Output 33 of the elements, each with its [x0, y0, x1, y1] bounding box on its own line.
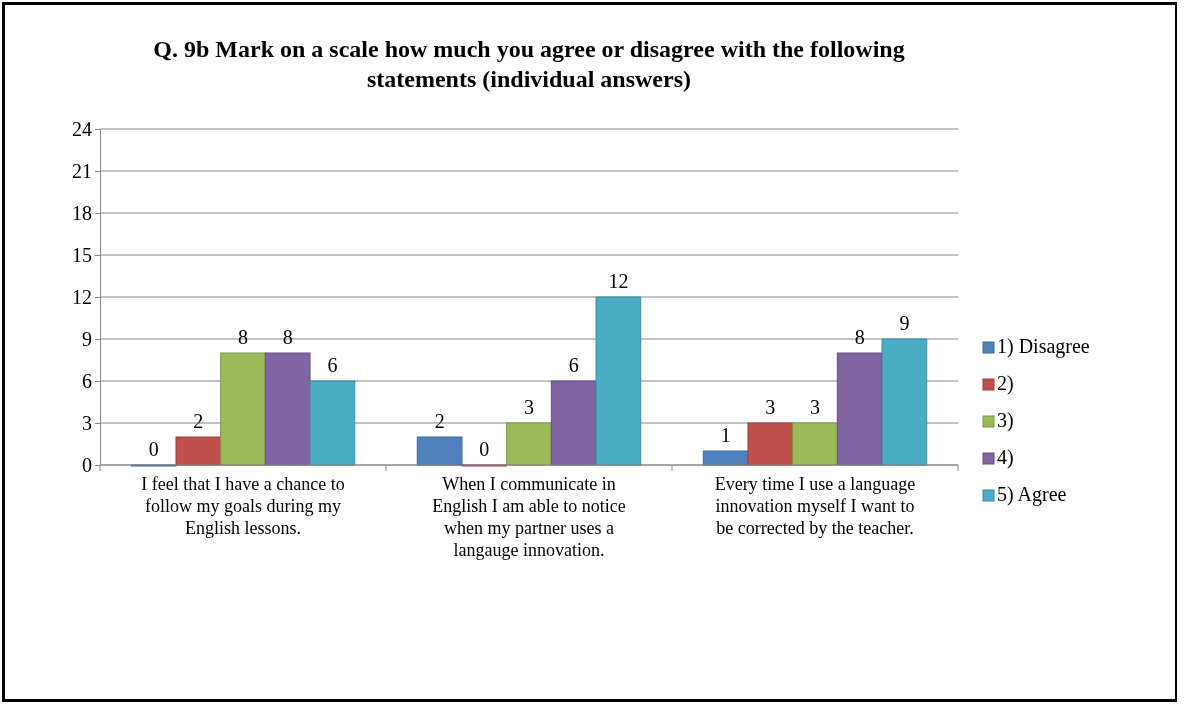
y-tick-label: 6 — [82, 369, 92, 392]
x-tick-label: Every time I use a language innovation myself I want to be corrected by the teacher. — [714, 474, 916, 538]
chart-title: Q. 9b Mark on a scale how much you agree or disagree with the following statements (individual answers) — [153, 36, 905, 92]
legend-label: 1) Disagree — [997, 335, 1090, 358]
y-tick-label: 18 — [72, 201, 92, 224]
y-tick-label: 9 — [82, 327, 92, 350]
data-label: 6 — [568, 354, 579, 376]
data-label: 8 — [854, 326, 865, 348]
data-label: 8 — [282, 326, 293, 348]
y-tick-label: 12 — [72, 285, 92, 308]
data-label: 9 — [899, 312, 910, 334]
y-tick-label: 0 — [82, 453, 92, 476]
x-tick-label: When I communicate in English I am able to notice when my partner uses a langauge innovation. — [432, 474, 626, 560]
data-label: 3 — [524, 396, 534, 418]
x-tick-label: I feel that I have a chance to follow my goals during my English lessons. — [141, 474, 345, 538]
data-label: 6 — [327, 354, 338, 376]
legend-label: 2) — [997, 372, 1014, 395]
legend-label: 4) — [997, 446, 1014, 469]
data-label: 2 — [193, 410, 204, 432]
data-label: 1 — [720, 424, 731, 446]
y-tick-label: 24 — [72, 117, 92, 140]
y-tick-label: 21 — [72, 159, 92, 182]
data-label: 12 — [608, 270, 629, 292]
data-label: 0 — [148, 438, 159, 460]
data-label: 3 — [810, 396, 820, 418]
data-label: 8 — [238, 326, 248, 348]
legend-label: 3) — [997, 409, 1014, 432]
y-tick-label: 3 — [82, 411, 92, 434]
y-tick-label: 15 — [72, 243, 92, 266]
data-label: 3 — [765, 396, 776, 418]
data-label: 0 — [479, 438, 490, 460]
data-label: 2 — [434, 410, 445, 432]
legend-label: 5) Agree — [997, 483, 1067, 506]
